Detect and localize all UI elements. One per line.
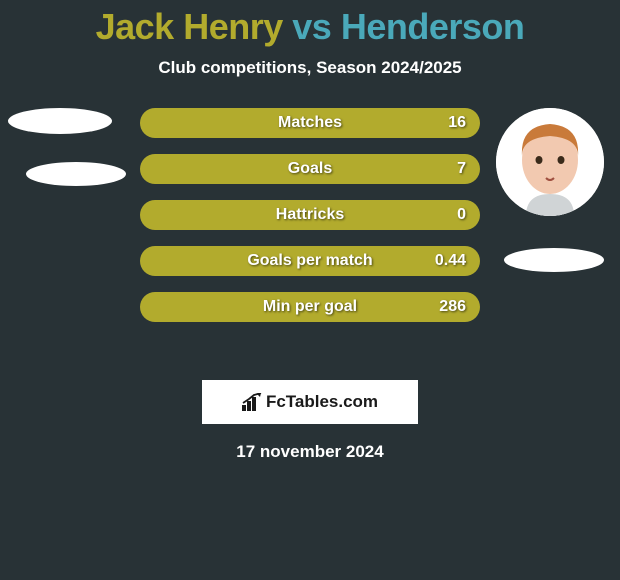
comparison-title: Jack Henry vs Henderson — [0, 0, 620, 48]
stat-label: Matches — [278, 114, 342, 132]
stat-label: Goals — [288, 160, 332, 178]
avatar-placeholder-icon — [496, 108, 604, 216]
player2-avatar — [496, 108, 604, 216]
date-text: 17 november 2024 — [0, 442, 620, 462]
stat-bar: Goals 7 — [140, 154, 480, 184]
player1-badge-ellipse — [26, 162, 126, 186]
logo-text: FcTables.com — [266, 392, 378, 412]
player1-name: Jack Henry — [96, 6, 283, 47]
vs-text: vs — [292, 6, 331, 47]
stat-value-right: 16 — [448, 114, 466, 132]
player1-badge-ellipse — [8, 108, 112, 134]
stat-bar: Matches 16 — [140, 108, 480, 138]
player2-badge-ellipse — [504, 248, 604, 272]
stat-value-right: 0.44 — [435, 252, 466, 270]
source-logo: FcTables.com — [202, 380, 418, 424]
right-player-column — [496, 108, 606, 216]
stat-bar: Min per goal 286 — [140, 292, 480, 322]
stat-value-right: 7 — [457, 160, 466, 178]
subtitle: Club competitions, Season 2024/2025 — [0, 58, 620, 78]
stats-stage: Matches 16 Goals 7 Hattricks 0 Goals per match… — [0, 108, 620, 368]
stat-bar: Hattricks 0 — [140, 200, 480, 230]
stat-bars: Matches 16 Goals 7 Hattricks 0 Goals per match… — [140, 108, 480, 338]
stat-value-right: 286 — [439, 298, 466, 316]
stat-bar: Goals per match 0.44 — [140, 246, 480, 276]
stat-value-right: 0 — [457, 206, 466, 224]
chart-icon — [242, 393, 264, 411]
stat-label: Hattricks — [276, 206, 344, 224]
stat-label: Min per goal — [263, 298, 357, 316]
player2-name: Henderson — [341, 6, 525, 47]
stat-label: Goals per match — [247, 252, 372, 270]
